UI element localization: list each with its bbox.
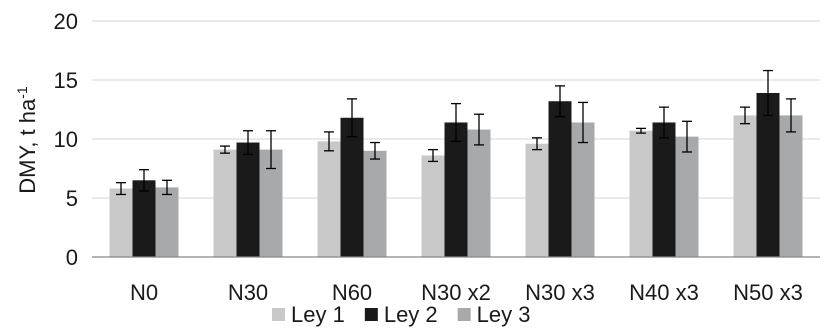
x-tick-label: N50 x3: [733, 280, 803, 305]
legend-label: Ley 3: [477, 302, 531, 327]
bar: [756, 92, 780, 257]
bar: [213, 149, 237, 257]
x-tick-label: N0: [130, 280, 158, 305]
bar: [779, 115, 803, 258]
legend: Ley 1 Ley 2 Ley 3: [272, 302, 530, 327]
bar: [629, 130, 653, 257]
error-bars-group: [116, 69, 796, 196]
bar: [467, 129, 491, 257]
bar: [155, 187, 179, 257]
bars-group: [109, 92, 803, 258]
bar: [444, 122, 468, 257]
y-tick-label: 0: [66, 245, 78, 270]
bar: [317, 141, 341, 257]
x-tick-label: N30 x3: [525, 280, 595, 305]
legend-label: Ley 1: [291, 302, 345, 327]
x-tick-label: N40 x3: [629, 280, 699, 305]
bar: [236, 142, 260, 257]
bar: [109, 188, 133, 257]
y-tick-label: 20: [54, 9, 78, 34]
bar: [571, 122, 595, 257]
x-tick-label: N30 x2: [421, 280, 491, 305]
x-tick-label: N60: [332, 280, 372, 305]
bar: [675, 136, 699, 257]
y-tick-label: 5: [66, 186, 78, 211]
bar: [421, 155, 445, 257]
y-tick-labels: 0 5 10 15 20: [54, 9, 78, 270]
bar: [363, 150, 387, 257]
x-tick-labels: N0 N30 N60 N30 x2 N30 x3 N40 x3 N50 x3: [130, 280, 803, 305]
legend-swatch: [364, 308, 378, 321]
bar: [652, 122, 676, 257]
bar: [340, 117, 364, 257]
y-axis-label: DMY, t ha-1: [14, 86, 40, 194]
legend-swatch: [457, 308, 471, 321]
y-tick-label: 10: [54, 127, 78, 152]
bar: [259, 149, 283, 257]
bar: [733, 115, 757, 258]
x-tick-label: N30: [228, 280, 268, 305]
bar: [525, 143, 549, 257]
legend-label: Ley 2: [384, 302, 438, 327]
legend-swatch: [272, 308, 285, 321]
y-tick-label: 15: [54, 68, 78, 93]
y-axis-label-text: DMY, t ha: [15, 98, 40, 194]
y-axis-label-superscript: -1: [14, 86, 30, 99]
bar: [548, 101, 572, 258]
bar: [132, 180, 156, 257]
